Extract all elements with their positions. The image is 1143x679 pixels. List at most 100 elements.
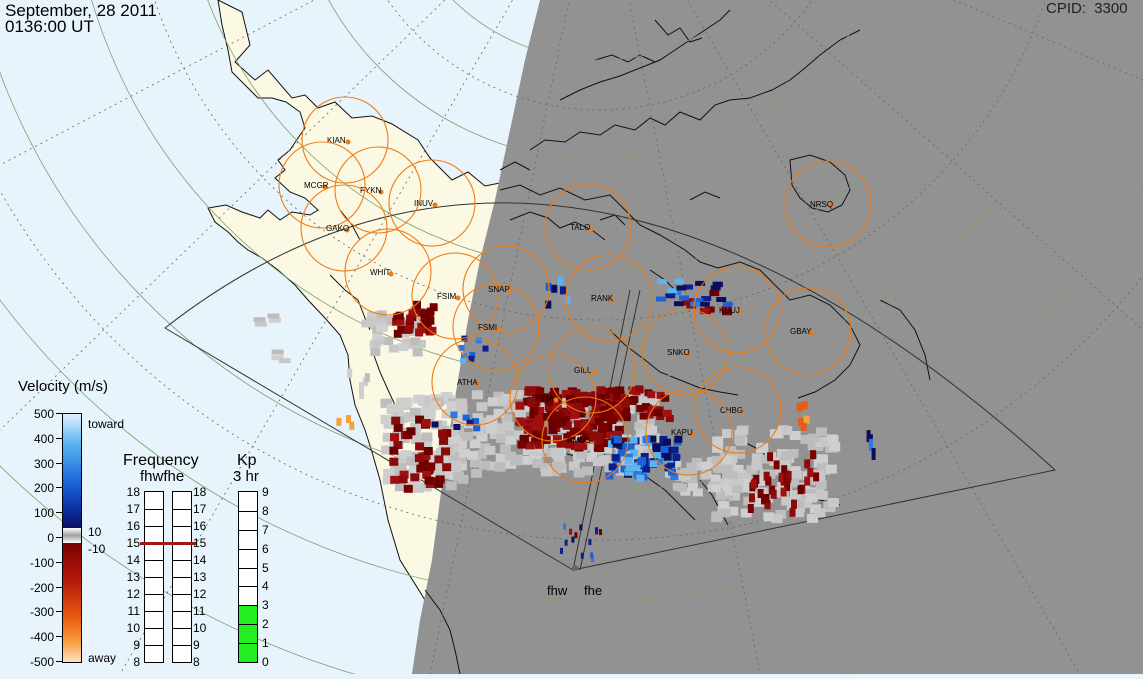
scatter-cell	[549, 467, 561, 477]
scatter-cell	[523, 425, 533, 434]
scatter-cell	[409, 464, 420, 474]
velocity-title: Velocity (m/s)	[18, 378, 109, 395]
scatter-cell	[665, 415, 674, 422]
scatter-cell	[699, 307, 710, 314]
scatter-cell	[423, 323, 432, 332]
scatter-cell	[529, 410, 539, 419]
frequency-tick-right: 17	[193, 502, 207, 516]
scatter-cell	[461, 335, 468, 342]
station-dot	[737, 309, 743, 315]
station-label: RANK	[591, 294, 614, 303]
scatter-cell	[591, 403, 601, 412]
scatter-cell	[486, 415, 498, 425]
scatter-cell	[554, 411, 564, 420]
scatter-cell	[660, 445, 669, 453]
scatter-cell	[428, 326, 437, 335]
station-label: INUV	[414, 199, 434, 208]
scatter-cell	[791, 499, 797, 509]
frequency-tick-left: 17	[126, 502, 140, 516]
scatter-cell	[578, 441, 588, 450]
scatter-cell	[606, 408, 616, 417]
scatter-cell	[456, 398, 468, 408]
scatter-cell	[336, 417, 342, 426]
frequency-tick-left: 16	[126, 519, 140, 533]
scatter-cell	[398, 475, 408, 484]
scatter-cell	[754, 476, 766, 486]
scatter-cell	[749, 493, 755, 503]
scatter-cell	[548, 426, 558, 434]
station-fov-circle	[388, 159, 476, 247]
scatter-cell	[630, 449, 639, 457]
scatter-cell	[640, 453, 649, 460]
scatter-cell	[550, 447, 562, 457]
scatter-cell	[467, 450, 479, 460]
scatter-cell	[663, 409, 672, 417]
scatter-cell	[479, 460, 491, 470]
station-dot	[592, 369, 598, 375]
scatter-cell	[674, 435, 683, 443]
scatter-cell	[456, 403, 468, 413]
kp-grid-line	[239, 605, 257, 607]
scatter-cell	[816, 427, 827, 437]
scatter-cell	[493, 391, 505, 401]
scatter-cell	[829, 442, 841, 452]
frequency-subtitle: fhwfhe	[140, 468, 185, 485]
scatter-cell	[429, 303, 438, 312]
scatter-cell	[779, 460, 791, 470]
scatter-cell	[410, 337, 421, 346]
scatter-cell	[435, 475, 445, 484]
scatter-cell	[426, 307, 435, 316]
scatter-cell	[423, 447, 433, 455]
scatter-cell	[469, 439, 481, 449]
scatter-cell	[565, 394, 575, 403]
velocity-toward-label: toward	[88, 417, 125, 431]
scatter-cell	[727, 506, 739, 516]
scatter-cell	[502, 421, 514, 431]
scatter-cell	[789, 431, 801, 440]
scatter-cell	[370, 348, 381, 357]
scatter-cell	[569, 528, 573, 535]
scatter-cell	[520, 455, 532, 465]
scatter-cell	[390, 433, 399, 442]
scatter-cell	[670, 473, 679, 481]
scatter-cell	[525, 441, 535, 450]
kp-tick-label: 2	[262, 617, 269, 632]
scatter-cell	[565, 440, 575, 449]
scatter-cell	[789, 507, 796, 517]
velocity-away-label: away	[88, 651, 117, 665]
station-label: CHBG	[720, 406, 743, 415]
scatter-cell	[612, 431, 622, 439]
scatter-cell	[670, 446, 679, 454]
scatter-cell	[798, 418, 805, 427]
scatter-cell	[349, 421, 355, 430]
scatter-cell	[712, 436, 724, 446]
scatter-cell	[680, 468, 690, 476]
scatter-cell	[580, 552, 584, 559]
scatter-cell	[682, 299, 693, 306]
scatter-cell	[560, 547, 563, 554]
frequency-tick-right: 15	[193, 536, 207, 550]
scatter-cell	[475, 450, 487, 460]
scatter-cell	[791, 470, 803, 480]
scatter-cell	[493, 408, 505, 418]
scatter-cell	[819, 437, 831, 446]
scatter-cell	[763, 512, 775, 522]
scatter-cell	[453, 424, 461, 430]
scatter-cell	[445, 481, 457, 491]
scatter-cell	[476, 402, 488, 412]
scatter-cell	[734, 449, 745, 459]
scatter-cell	[557, 276, 564, 285]
scatter-cell	[389, 457, 399, 466]
kp-tick-label: 9	[262, 485, 269, 499]
scatter-cell	[712, 464, 723, 473]
scatter-cell	[612, 393, 621, 401]
scatter-cell	[412, 348, 423, 357]
scatter-cell	[630, 452, 642, 462]
scatter-cell	[797, 485, 804, 495]
scatter-cell	[381, 415, 393, 425]
scatter-cell	[460, 353, 467, 360]
scatter-cell	[701, 470, 712, 479]
scatter-cell	[725, 486, 736, 495]
scatter-cell	[382, 432, 394, 442]
scatter-cell	[642, 465, 651, 473]
